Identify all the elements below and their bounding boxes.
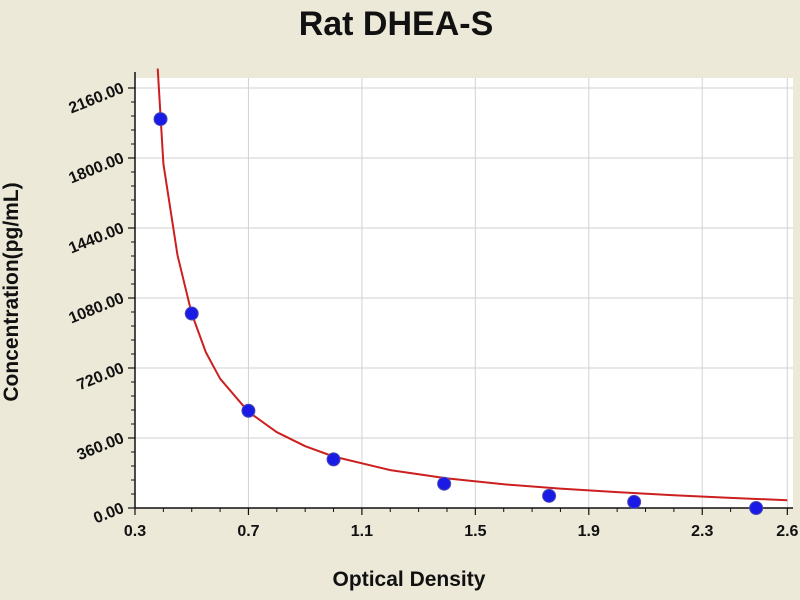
x-tick-labels: 0.3 0.7 1.1 1.5 1.9 2.3 2.6 [124,523,799,540]
data-point [749,501,764,515]
x-tick-label: 0.3 [124,523,146,540]
data-points-layer [153,112,764,515]
x-axis-label: Optical Density [333,568,486,591]
data-point [326,452,341,467]
data-point [184,306,199,321]
data-point [241,403,256,418]
y-axis-label: Concentration(pg/mL) [0,182,23,401]
x-tick-label: 1.1 [351,523,373,540]
x-tick-label: 2.6 [776,523,798,540]
data-point [153,112,168,127]
x-tick-label: 1.5 [464,523,486,540]
grid-lines [135,78,793,508]
axes [134,72,793,509]
data-point [542,488,557,503]
plot-area [135,78,793,508]
tick-marks [128,87,788,515]
data-point [437,476,452,491]
fitted-curve [156,68,788,502]
chart-title: Rat DHEA-S [299,5,494,43]
data-point [627,494,642,509]
fitted-curve-layer [156,68,788,502]
x-tick-label: 2.3 [691,523,713,540]
x-tick-label: 0.7 [237,523,259,540]
x-tick-label: 1.9 [578,523,600,540]
